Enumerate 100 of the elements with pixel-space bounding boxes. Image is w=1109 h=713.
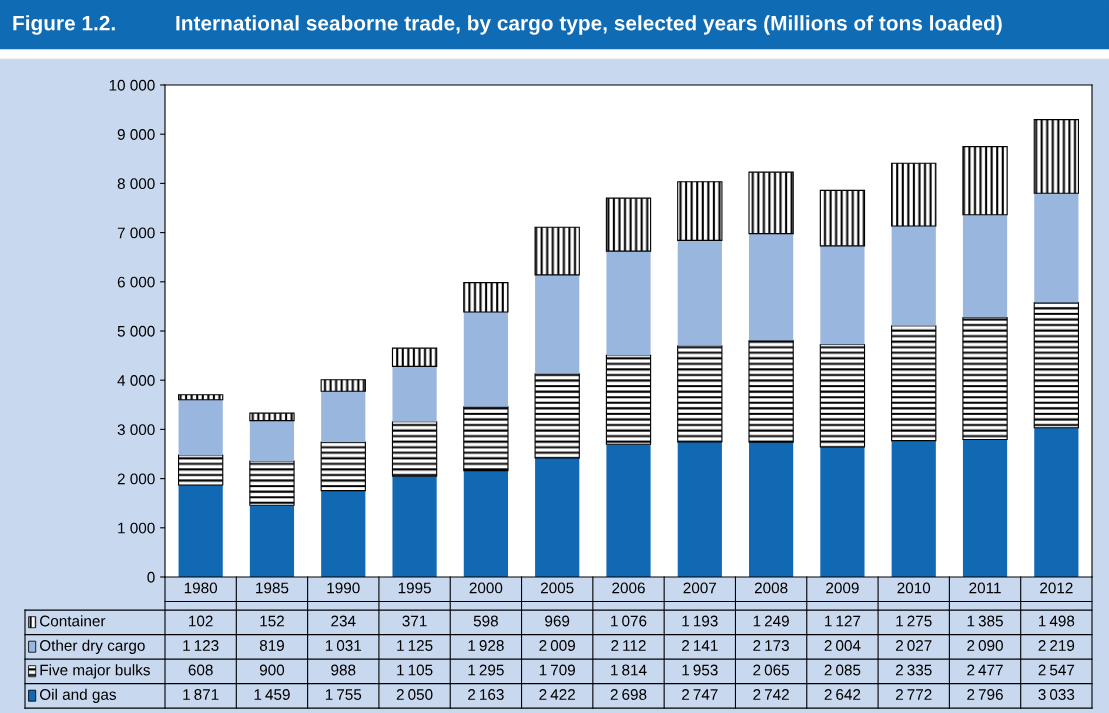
bar [819,343,866,448]
caption: Figure 1.2. [13,15,115,35]
data-label: 1 076 [611,615,647,627]
bar [891,226,936,326]
y-tick-label: 3 000 [117,424,155,436]
bar [1034,193,1079,303]
bar [891,325,937,442]
bar [1033,119,1080,194]
data-label: 2 027 [895,640,932,651]
bar [249,420,295,461]
x-tick-label: 2005 [540,582,574,594]
x-tick-label: 1995 [398,582,431,594]
bar [463,312,508,407]
data-label: 3 033 [1038,689,1075,700]
data-label: 1 127 [825,615,861,627]
data-label: 2 163 [468,689,504,700]
bar [1033,301,1080,429]
bar [606,444,651,577]
bar [606,251,651,356]
y-tick-label: 7 000 [117,227,155,239]
bar [677,345,723,443]
data-label: 2 173 [753,640,789,651]
bar [249,412,295,422]
bar [321,490,366,577]
data-label: 2 219 [1038,640,1075,651]
data-label: 1 385 [967,615,1003,627]
data-label: 1 953 [682,664,718,676]
bar [820,447,865,577]
x-tick-label: 2011 [969,582,1001,594]
data-label: 988 [331,664,356,676]
data-label: 2 009 [539,640,575,651]
bar [178,399,223,456]
bar [321,391,366,443]
y-tick-label: 9 000 [117,129,155,140]
legend-label: Five major bulks [40,664,150,679]
data-label: 2 050 [396,689,433,700]
data-label: 2 772 [895,689,932,700]
x-tick-label: 2008 [754,582,788,594]
data-label: 900 [259,664,285,676]
bar [391,421,438,477]
data-label: 1 928 [468,640,504,651]
bar [962,146,1008,216]
x-tick-label: 1985 [256,582,289,594]
x-tick-label: 2000 [469,582,503,594]
data-label: 1 193 [682,615,718,627]
bar [392,366,437,422]
data-label: 2 085 [824,664,861,676]
data-label: 2 335 [895,664,932,676]
y-tick-label: 8 000 [117,178,155,190]
bar [535,457,580,577]
y-tick-label: 5 000 [117,325,155,337]
bar [749,442,794,577]
data-label: 2 004 [824,640,861,651]
data-label: 2 642 [824,689,861,700]
legend-label: Other dry cargo [39,639,145,654]
data-label: 102 [189,615,213,627]
x-tick-label: 2010 [897,582,931,594]
bar [1034,427,1079,577]
y-tick-label: 10 000 [109,79,155,91]
data-label: 234 [331,615,356,627]
bar [677,240,722,346]
y-tick-label: 1 000 [118,522,155,534]
bar [391,347,438,367]
bar [177,454,224,486]
data-label: 1 125 [397,640,433,651]
data-label: 1 709 [539,664,575,676]
data-label: 371 [402,615,427,627]
data-label: 1 295 [468,664,504,676]
y-tick-label: 6 000 [117,276,155,288]
bar [178,484,223,577]
bar [463,406,509,472]
data-label: 2 141 [682,640,718,651]
y-tick-label: 0 [147,571,155,583]
data-label: 2 547 [1038,664,1075,676]
bar [962,439,1008,577]
data-label: 1 459 [254,689,290,700]
bar [534,373,580,459]
data-label: 1 814 [611,664,647,676]
bar [819,189,866,247]
x-tick-label: 2009 [826,582,859,594]
bar [677,441,722,577]
data-label: 608 [188,664,213,676]
bar [463,282,509,313]
x-tick-label: 1990 [327,582,360,594]
bar [962,214,1008,318]
bar [320,441,366,492]
data-label: 819 [259,640,284,651]
bar [749,233,794,341]
bar [177,394,224,401]
bar [891,440,936,577]
data-label: 2 112 [611,640,646,651]
bar [605,354,652,445]
data-label: 1 871 [183,689,219,700]
data-label: 1 755 [325,689,362,700]
data-label: 2 422 [539,689,575,700]
data-label: 1 498 [1038,615,1075,627]
bar [320,379,366,392]
bar [891,162,937,227]
data-label: 1 105 [397,664,433,676]
data-label: 1 123 [183,640,219,651]
